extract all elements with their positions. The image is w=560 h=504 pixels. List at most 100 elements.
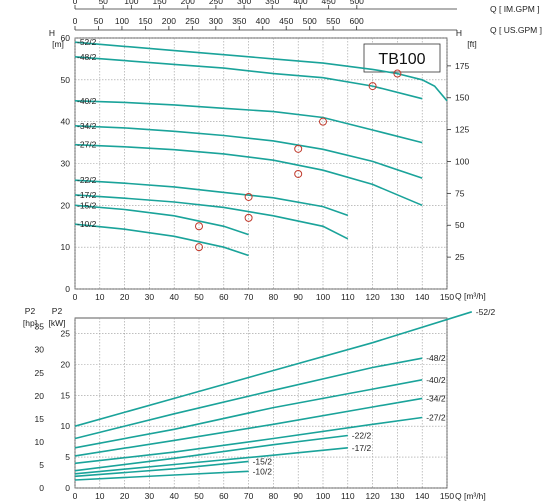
- im-gpm-tick-label: 500: [350, 0, 364, 6]
- head-x-tick-label: 80: [269, 292, 279, 302]
- power-x-tick-label: 20: [120, 491, 130, 501]
- head-series-label: -52/2: [77, 37, 97, 47]
- bep-marker: [368, 82, 377, 91]
- power-curve-22-2: [74, 434, 348, 472]
- us-gpm-axis-label: Q [ US.GPM ]: [490, 25, 542, 35]
- head-x-tick-label: 60: [219, 292, 229, 302]
- power-x-tick-label: 70: [244, 491, 254, 501]
- head-ft-tick-label: 25: [455, 252, 465, 262]
- bep-marker: [294, 169, 303, 178]
- head-series-label: -27/2: [77, 140, 97, 150]
- bep-marker: [195, 222, 203, 231]
- power-x-tick-label: 60: [219, 491, 229, 501]
- bep-marker: [195, 243, 203, 252]
- head-x-tick-label: 20: [120, 292, 130, 302]
- power-kw-axis-label-p2: P2: [52, 306, 63, 316]
- head-series-label: -34/2: [77, 121, 97, 131]
- head-ft-tick-label: 100: [455, 156, 469, 166]
- power-kw-tick-label: 25: [61, 328, 71, 338]
- power-hp-tick-label: 0: [39, 483, 44, 493]
- head-series-label: -22/2: [77, 175, 97, 185]
- power-kw-tick-label: 0: [65, 483, 70, 493]
- power-x-tick-label: 30: [145, 491, 155, 501]
- power-hp-tick-label: 30: [35, 345, 45, 355]
- head-curve-27-2: [74, 143, 423, 207]
- head-x-tick-label: 140: [415, 292, 429, 302]
- power-x-tick-label: 120: [366, 491, 380, 501]
- power-curve-48-2: [74, 357, 423, 440]
- head-curve-48-2: [74, 56, 423, 100]
- power-x-tick-label: 140: [415, 491, 429, 501]
- head-ft-tick-label: 175: [455, 61, 469, 71]
- power-hp-tick-label: 25: [35, 368, 45, 378]
- us-gpm-tick-label: 0: [73, 16, 78, 26]
- head-x-tick-label: 40: [169, 292, 179, 302]
- power-curve-15-2: [74, 460, 249, 478]
- us-gpm-tick-label: 600: [350, 16, 364, 26]
- power-kw-tick-label: 5: [65, 452, 70, 462]
- power-x-tick-label: 130: [390, 491, 404, 501]
- us-gpm-tick-label: 500: [303, 16, 317, 26]
- power-hp-tick-label: 15: [35, 414, 45, 424]
- us-gpm-tick-label: 400: [256, 16, 270, 26]
- head-ft-tick-label: 125: [455, 125, 469, 135]
- head-x-tick-label: 50: [194, 292, 204, 302]
- power-curve-52-2: [74, 311, 473, 427]
- head-y2-axis-label-h: H: [456, 28, 462, 38]
- head-y-axis-label-h: H: [49, 28, 55, 38]
- power-hp-tick-label: 10: [35, 437, 45, 447]
- us-gpm-tick-label: 450: [279, 16, 293, 26]
- head-curve-34-2: [74, 125, 423, 179]
- head-curve-22-2: [74, 179, 349, 217]
- im-gpm-tick-label: 350: [265, 0, 279, 6]
- power-x-tick-label: 90: [293, 491, 303, 501]
- head-x-tick-label: 90: [293, 292, 303, 302]
- power-x-tick-label: 150: [440, 491, 454, 501]
- head-x-tick-label: 120: [366, 292, 380, 302]
- im-gpm-tick-label: 50: [98, 0, 108, 6]
- us-gpm-tick-label: 300: [209, 16, 223, 26]
- head-y-tick-label: 30: [61, 159, 71, 169]
- power-kw-axis-label-unit: [kW]: [49, 318, 66, 328]
- power-x-tick-label: 40: [169, 491, 179, 501]
- us-gpm-tick-label: 150: [138, 16, 152, 26]
- bep-marker: [393, 69, 402, 78]
- power-x-tick-label: 110: [341, 491, 355, 501]
- bep-marker: [294, 144, 303, 153]
- us-gpm-tick-label: 100: [115, 16, 129, 26]
- head-x-tick-label: 30: [145, 292, 155, 302]
- head-curve-10-2: [74, 223, 249, 257]
- head-curve-15-2: [74, 204, 249, 236]
- power-x-tick-label: 50: [194, 491, 204, 501]
- power-hp-tick-label: 35: [35, 322, 45, 332]
- power-kw-tick-label: 20: [61, 359, 71, 369]
- power-x-tick-label: 80: [269, 491, 279, 501]
- head-y-tick-label: 10: [61, 242, 71, 252]
- head-y-tick-label: 40: [61, 117, 71, 127]
- head-x-tick-label: 0: [73, 292, 78, 302]
- im-gpm-tick-label: 150: [152, 0, 166, 6]
- im-gpm-tick-label: 0: [73, 0, 78, 6]
- im-gpm-tick-label: 300: [237, 0, 251, 6]
- power-series-label: -48/2: [426, 353, 446, 363]
- head-series-label: -15/2: [77, 200, 97, 210]
- head-series-label: -48/2: [77, 52, 97, 62]
- power-hp-axis-label-unit: [hp]: [23, 318, 37, 328]
- model-box: [363, 43, 441, 73]
- head-x-tick-label: 130: [390, 292, 404, 302]
- bep-marker: [244, 213, 253, 222]
- head-series-label: -40/2: [77, 96, 97, 106]
- im-gpm-tick-label: 400: [293, 0, 307, 6]
- power-curve-17-2: [74, 447, 348, 475]
- head-x-tick-label: 150: [440, 292, 454, 302]
- model-label: TB100: [378, 51, 425, 68]
- power-curve-40-2: [74, 379, 423, 449]
- head-series-label: -10/2: [77, 219, 97, 229]
- power-series-label: -10/2: [253, 466, 273, 476]
- head-ft-tick-label: 75: [455, 188, 465, 198]
- power-series-label: -15/2: [253, 456, 273, 466]
- power-hp-tick-label: 20: [35, 391, 45, 401]
- head-x-axis-label: Q [m³/h]: [455, 291, 486, 301]
